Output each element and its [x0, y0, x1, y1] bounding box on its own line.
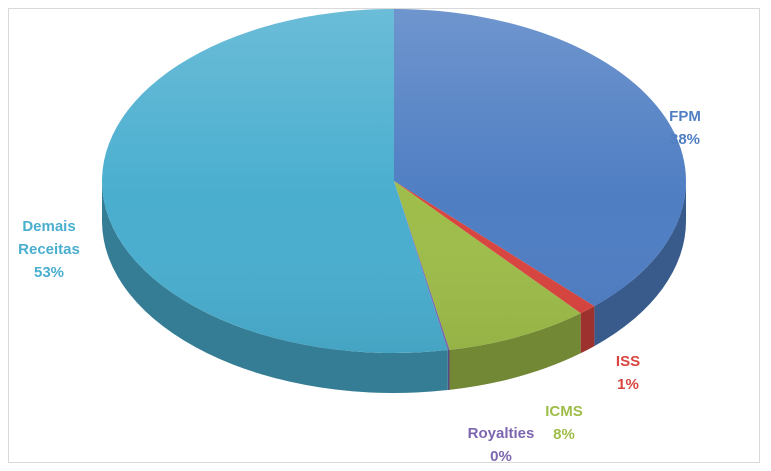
data-label-icms: ICMS 8%	[545, 403, 583, 443]
pie-side-royalties	[447, 349, 450, 391]
data-label-royalties: Royalties 0%	[468, 425, 535, 464]
pie-side-iss	[580, 306, 595, 354]
pie-labels: FPM 38% ISS 1% ICMS 8% Royalties 0% Demais Receit…	[18, 108, 701, 464]
data-label-iss: ISS 1%	[616, 353, 640, 393]
pie-chart: FPM 38% ISS 1% ICMS 8% Royalties 0% Demais Receit…	[18, 9, 701, 464]
data-label-fpm: FPM 38%	[669, 108, 701, 148]
chart-frame: FPM 38% ISS 1% ICMS 8% Royalties 0% Demais Receit…	[8, 8, 760, 464]
data-label-demais-receitas: Demais Receitas 53%	[18, 218, 80, 281]
pie-tops	[101, 9, 686, 353]
